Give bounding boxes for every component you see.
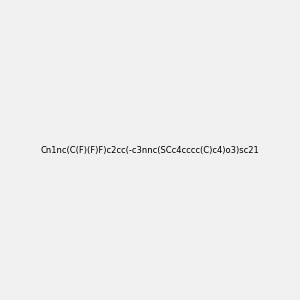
Text: Cn1nc(C(F)(F)F)c2cc(-c3nnc(SCc4cccc(C)c4)o3)sc21: Cn1nc(C(F)(F)F)c2cc(-c3nnc(SCc4cccc(C)c4… bbox=[40, 146, 260, 154]
